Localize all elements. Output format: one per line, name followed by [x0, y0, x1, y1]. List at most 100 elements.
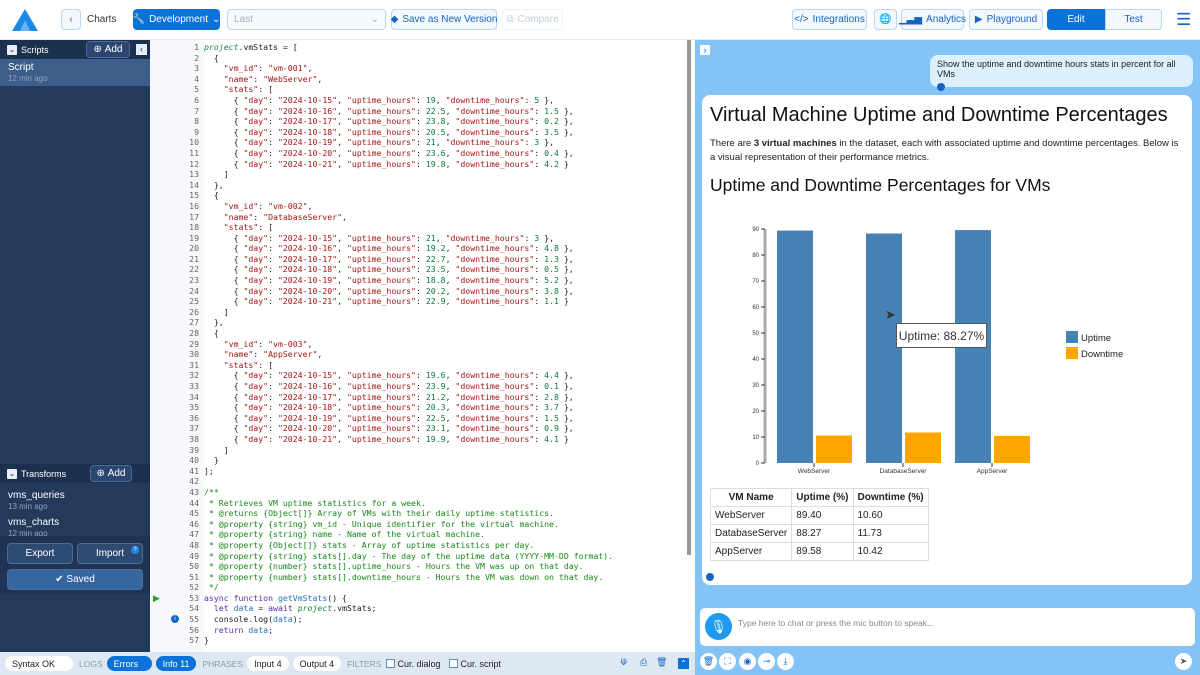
add-script-button[interactable]: ⊕ Add: [86, 41, 130, 58]
tab-test[interactable]: Test: [1105, 9, 1162, 30]
code-line[interactable]: 9 { "day": "2024-10-18", "uptime_hours":…: [194, 126, 574, 137]
code-line[interactable]: 54 let data = await project.vmStats;: [189, 603, 377, 614]
code-line[interactable]: 23 { "day": "2024-10-19", "uptime_hours"…: [189, 275, 574, 286]
code-line[interactable]: 50 * @property {number} stats[].uptime_h…: [189, 561, 584, 572]
code-line[interactable]: 7 { "day": "2024-10-16", "uptime_hours":…: [194, 105, 574, 116]
code-line[interactable]: 10 { "day": "2024-10-19", "uptime_hours"…: [189, 137, 555, 148]
code-line[interactable]: 44 * Retrieves VM uptime statistics for …: [189, 497, 426, 508]
code-line[interactable]: 4 "name": "WebServer",: [194, 73, 323, 84]
transforms-section-header[interactable]: ⌄ Transforms ⊕ Add: [0, 464, 150, 483]
run-arrow-icon[interactable]: ▶: [153, 593, 160, 603]
code-line[interactable]: 55 console.log(data);: [189, 614, 303, 625]
analytics-button[interactable]: ▁▃▅ Analytics: [899, 9, 966, 30]
code-line[interactable]: 3 "vm_id": "vm-001",: [194, 63, 313, 74]
code-editor[interactable]: ▶ i 1 project.vmStats = [2 {3 "vm_id": "v…: [150, 40, 690, 652]
code-line[interactable]: 38 { "day": "2024-10-21", "uptime_hours"…: [189, 433, 569, 444]
code-line[interactable]: 46 * @property {string} vm_id - Unique i…: [189, 518, 559, 529]
mic-button[interactable]: 🎙: [705, 613, 732, 640]
code-line[interactable]: 30 "name": "AppServer",: [189, 349, 323, 360]
download-cloud-icon[interactable]: ⟱: [620, 657, 628, 667]
code-line[interactable]: 11 { "day": "2024-10-20", "uptime_hours"…: [189, 147, 574, 158]
code-content[interactable]: 1 project.vmStats = [2 {3 "vm_id": "vm-00…: [150, 42, 613, 646]
playground-button[interactable]: ▶ Playground: [969, 9, 1043, 30]
code-line[interactable]: 47 * @property {string} name - Name of t…: [189, 529, 485, 540]
edit-response-icon[interactable]: [706, 573, 714, 581]
globe-button[interactable]: 🌐: [874, 9, 897, 30]
scripts-section-header[interactable]: ⌄ Scripts ⊕ Add ‹: [0, 40, 150, 59]
code-line[interactable]: 29 "vm_id": "vm-003",: [189, 338, 313, 349]
edit-message-icon[interactable]: [937, 83, 945, 91]
info-icon[interactable]: i: [171, 615, 179, 623]
code-line[interactable]: 43/**: [189, 486, 219, 497]
editor-scrollbar[interactable]: [687, 40, 691, 555]
back-button[interactable]: ‹: [61, 9, 81, 30]
add-transform-button[interactable]: ⊕ Add: [90, 465, 132, 482]
code-line[interactable]: 33 { "day": "2024-10-16", "uptime_hours"…: [189, 381, 574, 391]
cur-script-checkbox[interactable]: [448, 659, 458, 668]
code-line[interactable]: 28 {: [189, 328, 219, 339]
errors-filter[interactable]: Errors: [106, 656, 152, 671]
output-phrases[interactable]: Output 4: [292, 656, 342, 671]
code-line[interactable]: 8 { "day": "2024-10-17", "uptime_hours":…: [194, 116, 574, 127]
code-line[interactable]: 42: [189, 476, 199, 487]
key-button[interactable]: ⊸: [758, 653, 775, 670]
code-line[interactable]: 6 { "day": "2024-10-15", "uptime_hours":…: [194, 94, 555, 105]
code-line[interactable]: 25 { "day": "2024-10-21", "uptime_hours"…: [189, 296, 569, 307]
sidebar-item-vms-charts[interactable]: vms_charts 12 min ago: [8, 517, 60, 538]
chevron-down-icon[interactable]: ⌄: [7, 44, 17, 55]
expand-up-icon[interactable]: ⌃: [678, 658, 689, 669]
code-line[interactable]: 5 "stats": [: [194, 84, 274, 95]
debug-button[interactable]: ◉: [739, 653, 756, 670]
cur-dialog-checkbox[interactable]: [385, 659, 395, 668]
collapse-sidebar-icon[interactable]: ‹: [136, 44, 147, 55]
code-line[interactable]: 52 */: [189, 582, 219, 593]
code-line[interactable]: 12 { "day": "2024-10-21", "uptime_hours"…: [189, 158, 569, 169]
download-button[interactable]: ⤓: [777, 653, 794, 670]
import-button[interactable]: Import?: [77, 543, 143, 564]
code-line[interactable]: 45 * @returns {Object[]} Array of VMs wi…: [189, 508, 554, 519]
screenshot-button[interactable]: ⛶: [719, 653, 736, 670]
code-line[interactable]: 24 { "day": "2024-10-20", "uptime_hours"…: [189, 285, 574, 296]
code-line[interactable]: 26 ]: [189, 306, 229, 317]
code-line[interactable]: 56 return data;: [189, 624, 274, 635]
version-select[interactable]: Last ⌄: [227, 9, 386, 30]
code-line[interactable]: 2 {: [194, 52, 219, 63]
code-line[interactable]: 19 { "day": "2024-10-15", "uptime_hours"…: [189, 232, 555, 243]
menu-icon[interactable]: ☰: [1176, 10, 1192, 29]
code-line[interactable]: 34 { "day": "2024-10-17", "uptime_hours"…: [189, 391, 574, 402]
clear-chat-button[interactable]: 🗑: [700, 653, 717, 670]
input-phrases[interactable]: Input 4: [247, 656, 289, 671]
code-line[interactable]: 20 { "day": "2024-10-16", "uptime_hours"…: [189, 243, 574, 254]
code-line[interactable]: 48 * @property {Object[]} stats - Array …: [189, 539, 535, 550]
help-icon[interactable]: ?: [131, 546, 139, 554]
code-line[interactable]: 27 },: [189, 317, 224, 328]
code-line[interactable]: 1 project.vmStats = [: [194, 42, 298, 52]
integrations-button[interactable]: </> Integrations: [792, 9, 867, 30]
code-line[interactable]: 13 ]: [189, 169, 229, 180]
code-line[interactable]: 18 "stats": [: [189, 222, 274, 233]
code-line[interactable]: 17 "name": "DatabaseServer",: [189, 211, 347, 222]
code-line[interactable]: 41];: [189, 465, 214, 476]
info-filter[interactable]: Info 11: [155, 656, 197, 671]
expand-panel-icon[interactable]: ›: [700, 45, 710, 55]
code-line[interactable]: 32 { "day": "2024-10-15", "uptime_hours"…: [189, 370, 574, 381]
trash-icon[interactable]: 🗑: [656, 657, 668, 667]
code-line[interactable]: 15 {: [189, 190, 219, 201]
export-button[interactable]: Export: [7, 543, 73, 564]
code-line[interactable]: 16 "vm_id": "vm-002",: [189, 200, 313, 211]
code-line[interactable]: 21 { "day": "2024-10-17", "uptime_hours"…: [189, 253, 574, 264]
send-button[interactable]: ➤: [1175, 653, 1192, 670]
code-line[interactable]: 36 { "day": "2024-10-19", "uptime_hours"…: [189, 412, 574, 423]
code-line[interactable]: 35 { "day": "2024-10-18", "uptime_hours"…: [189, 402, 574, 413]
code-line[interactable]: 37 { "day": "2024-10-20", "uptime_hours"…: [189, 423, 574, 434]
chevron-down-icon[interactable]: ⌄: [7, 468, 17, 479]
environment-dropdown[interactable]: 🔧 Development ⌄: [133, 9, 220, 30]
code-line[interactable]: 57}: [189, 635, 209, 646]
code-line[interactable]: 22 { "day": "2024-10-18", "uptime_hours"…: [189, 264, 574, 275]
code-line[interactable]: 31 "stats": [: [189, 359, 274, 370]
file-download-icon[interactable]: ⎙: [640, 657, 648, 667]
code-line[interactable]: 51 * @property {number} stats[].downtime…: [189, 571, 604, 582]
code-line[interactable]: 14 },: [189, 179, 224, 190]
code-line[interactable]: 40 }: [189, 455, 219, 466]
code-line[interactable]: 39 ]: [189, 444, 229, 455]
